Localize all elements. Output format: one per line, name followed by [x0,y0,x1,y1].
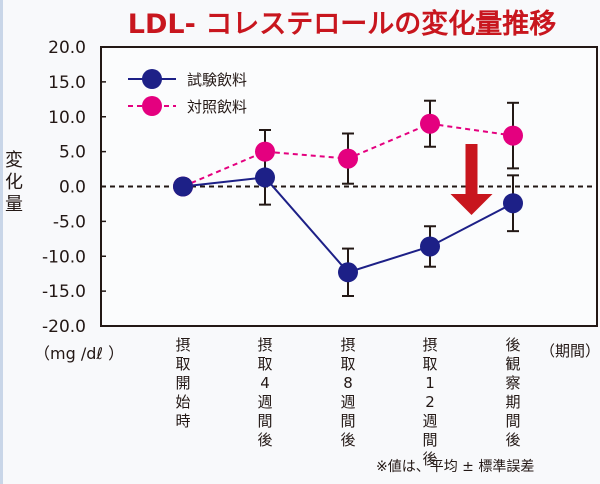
y-tick-label: 0.0 [59,178,86,198]
y-tick-label: 10.0 [48,108,86,128]
x-category-label: 摂取 1 2 週間後 [422,336,437,468]
data-point [338,148,358,169]
legend-marker [142,96,162,116]
window-edge [0,0,3,484]
y-tick-label: -15.0 [42,282,86,302]
y-axis-label-char: 変 [5,150,23,171]
y-tick-label: -20.0 [42,317,86,337]
y-axis-label-char: 量 [5,194,23,215]
y-tick-label: 5.0 [59,143,86,163]
legend-marker [142,69,162,89]
x-category-label: 摂取 4 週間後 [257,336,272,449]
footnote: ※値は、平均 ± 標準誤差 [376,459,535,475]
data-point [503,193,523,214]
x-category-label: 後観察期間後 [505,336,520,449]
legend-label: 試験飲料 [187,71,247,89]
data-point [173,176,193,197]
chart-title: LDL- コレステロールの変化量推移 [127,9,557,40]
y-axis-label-char: 化 [5,172,23,193]
x-category-label: 摂取 8 週間後 [340,336,355,449]
data-point [503,125,523,146]
y-tick-label: -5.0 [53,212,86,232]
data-point [420,236,440,257]
x-category-label: 摂取開始時 [175,336,190,430]
data-point [255,167,275,188]
x-axis-label: （期間） [540,342,600,360]
data-point [338,262,358,283]
down-arrow-annotation [450,144,493,215]
data-point [255,141,275,162]
y-tick-label: -10.0 [42,247,86,267]
data-point [420,113,440,134]
y-tick-label: 20.0 [48,38,86,58]
y-tick-label: 15.0 [48,73,86,93]
y-axis-unit: （mg /dℓ ） [34,344,125,363]
y-axis-label: 変化量 [4,150,24,216]
legend-label: 対照飲料 [187,98,247,116]
